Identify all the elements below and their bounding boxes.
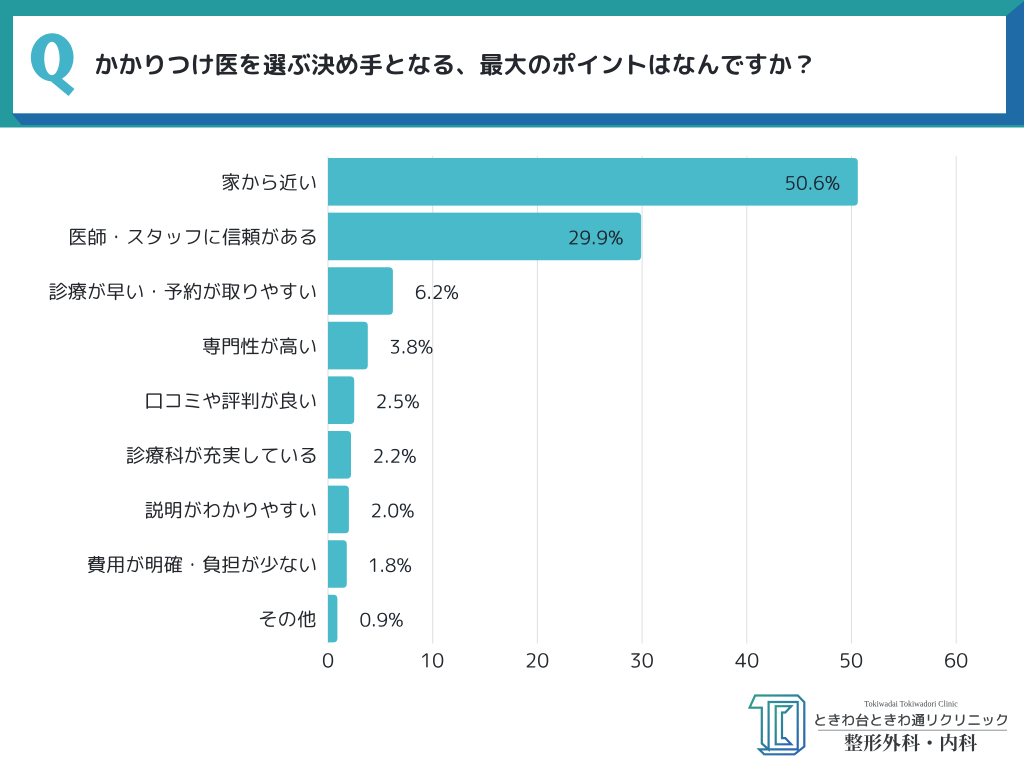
- svg-text:Tokiwadai Tokiwadori Clinic: Tokiwadai Tokiwadori Clinic: [864, 700, 958, 709]
